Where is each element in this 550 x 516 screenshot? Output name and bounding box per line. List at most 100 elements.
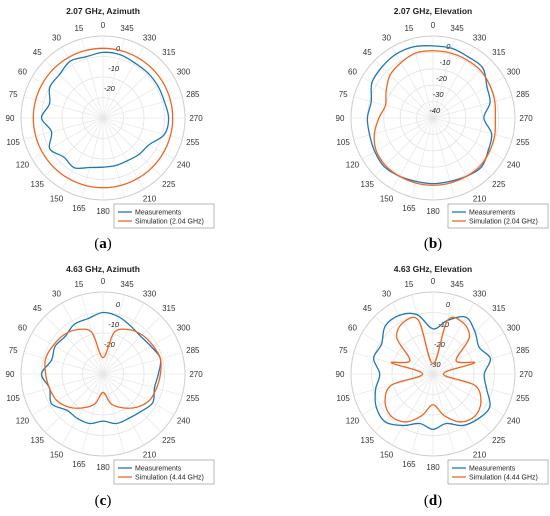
grid-spoke bbox=[432, 76, 505, 119]
radial-tick-label: -10 bbox=[108, 64, 120, 73]
angle-tick-label: 255 bbox=[186, 138, 200, 147]
angle-tick-label: 0 bbox=[101, 21, 106, 30]
grid-spoke bbox=[374, 59, 434, 119]
grid-spoke bbox=[102, 76, 175, 119]
angle-tick-label: 345 bbox=[120, 280, 134, 289]
grid-spoke bbox=[411, 294, 434, 375]
angle-tick-label: 30 bbox=[52, 289, 61, 298]
legend-box bbox=[447, 459, 549, 485]
angle-tick-label: 210 bbox=[143, 451, 157, 460]
series-line-measurements bbox=[366, 44, 493, 185]
angle-tick-label: 135 bbox=[361, 180, 375, 189]
grid-spoke bbox=[432, 294, 455, 375]
angle-tick-label: 330 bbox=[143, 33, 157, 42]
angle-tick-label: 60 bbox=[18, 68, 27, 77]
angle-tick-label: 255 bbox=[186, 394, 200, 403]
angle-tick-label: 285 bbox=[516, 90, 530, 99]
series-line-measurements bbox=[40, 51, 170, 170]
panel-caption: (c) bbox=[95, 493, 112, 509]
angle-tick-label: 30 bbox=[382, 33, 391, 42]
angle-tick-label: 285 bbox=[186, 90, 200, 99]
grid-spoke bbox=[411, 117, 434, 198]
grid-spoke bbox=[361, 117, 434, 160]
angle-tick-label: 300 bbox=[507, 324, 521, 333]
radial-tick-label: -10 bbox=[438, 320, 450, 329]
angle-tick-label: 210 bbox=[143, 195, 157, 204]
angle-tick-label: 300 bbox=[177, 324, 191, 333]
grid-spoke bbox=[102, 117, 162, 177]
radial-tick-label: 0 bbox=[116, 300, 121, 309]
radial-tick-label: 0 bbox=[446, 300, 451, 309]
angle-tick-label: 345 bbox=[450, 280, 464, 289]
panel-title: 2.07 GHz, Elevation bbox=[394, 6, 472, 16]
legend: Measurements Simulation (4.44 GHz) bbox=[447, 459, 549, 485]
angle-tick-label: 165 bbox=[72, 460, 86, 469]
series-line-simulation bbox=[384, 316, 482, 423]
grid-spoke bbox=[102, 373, 145, 446]
angle-tick-label: 180 bbox=[96, 207, 110, 216]
angle-tick-label: 15 bbox=[74, 280, 83, 289]
angle-tick-label: 225 bbox=[492, 436, 506, 445]
angle-tick-label: 150 bbox=[380, 451, 394, 460]
angle-tick-label: 75 bbox=[9, 346, 18, 355]
angle-tick-label: 240 bbox=[177, 417, 191, 426]
polar-panel-b: 2.07 GHz, Elevation 0 15 30 45 60 75 90 105 120 13… bbox=[336, 6, 549, 252]
radial-tick-label: -20 bbox=[104, 340, 116, 349]
grid-spoke bbox=[432, 373, 492, 433]
angle-tick-label: 210 bbox=[473, 451, 487, 460]
grid-spoke bbox=[102, 117, 145, 190]
angle-tick-label: 285 bbox=[516, 346, 530, 355]
radial-tick-label: -40 bbox=[429, 106, 441, 115]
grid-spoke bbox=[23, 352, 104, 375]
radial-tick-label: -10 bbox=[108, 320, 120, 329]
angle-tick-label: 15 bbox=[404, 24, 413, 33]
radial-tick-label: -30 bbox=[433, 90, 445, 99]
angle-tick-label: 270 bbox=[189, 370, 203, 379]
angle-tick-label: 345 bbox=[120, 24, 134, 33]
angle-tick-label: 165 bbox=[72, 204, 86, 213]
angle-tick-label: 75 bbox=[9, 90, 18, 99]
grid-spoke bbox=[374, 117, 434, 177]
panel-caption: (d) bbox=[424, 493, 442, 509]
grid-spoke bbox=[31, 332, 104, 375]
angle-tick-label: 0 bbox=[101, 277, 106, 286]
angle-tick-label: 0 bbox=[431, 277, 436, 286]
angle-tick-label: 45 bbox=[363, 48, 372, 57]
grid-spoke bbox=[81, 294, 104, 375]
series-line-measurements bbox=[372, 312, 492, 431]
angle-tick-label: 105 bbox=[336, 138, 350, 147]
grid-spoke bbox=[61, 373, 104, 446]
angle-tick-label: 15 bbox=[404, 280, 413, 289]
grid-spoke bbox=[81, 373, 104, 454]
angle-tick-label: 150 bbox=[380, 195, 394, 204]
grid-spoke bbox=[432, 332, 505, 375]
radial-tick-label: -20 bbox=[436, 74, 448, 83]
angle-tick-label: 75 bbox=[339, 346, 348, 355]
grid-spoke bbox=[432, 117, 475, 190]
angle-tick-label: 180 bbox=[96, 463, 110, 472]
angle-tick-label: 105 bbox=[336, 394, 350, 403]
grid-spoke bbox=[102, 373, 175, 416]
angle-tick-label: 210 bbox=[473, 195, 487, 204]
legend-box bbox=[113, 203, 215, 229]
grid-spoke bbox=[432, 117, 513, 140]
grid-spoke bbox=[411, 38, 434, 119]
grid-spoke bbox=[102, 302, 145, 375]
grid-spoke bbox=[61, 117, 104, 190]
angle-tick-label: 45 bbox=[33, 48, 42, 57]
grid-spoke bbox=[432, 96, 513, 119]
grid-spoke bbox=[102, 373, 125, 454]
grid-spoke bbox=[353, 117, 434, 140]
angle-tick-label: 180 bbox=[426, 207, 440, 216]
angle-tick-label: 60 bbox=[18, 324, 27, 333]
grid-spoke bbox=[31, 373, 104, 416]
grid-spoke bbox=[44, 373, 104, 433]
angle-tick-label: 240 bbox=[507, 161, 521, 170]
angle-tick-label: 225 bbox=[162, 436, 176, 445]
angle-tick-label: 120 bbox=[16, 417, 30, 426]
grid-spoke bbox=[353, 96, 434, 119]
grid-spoke bbox=[391, 302, 434, 375]
legend-entry: Measurements bbox=[135, 466, 182, 473]
panel-title: 2.07 GHz, Azimuth bbox=[66, 6, 140, 16]
angle-tick-label: 150 bbox=[50, 195, 64, 204]
